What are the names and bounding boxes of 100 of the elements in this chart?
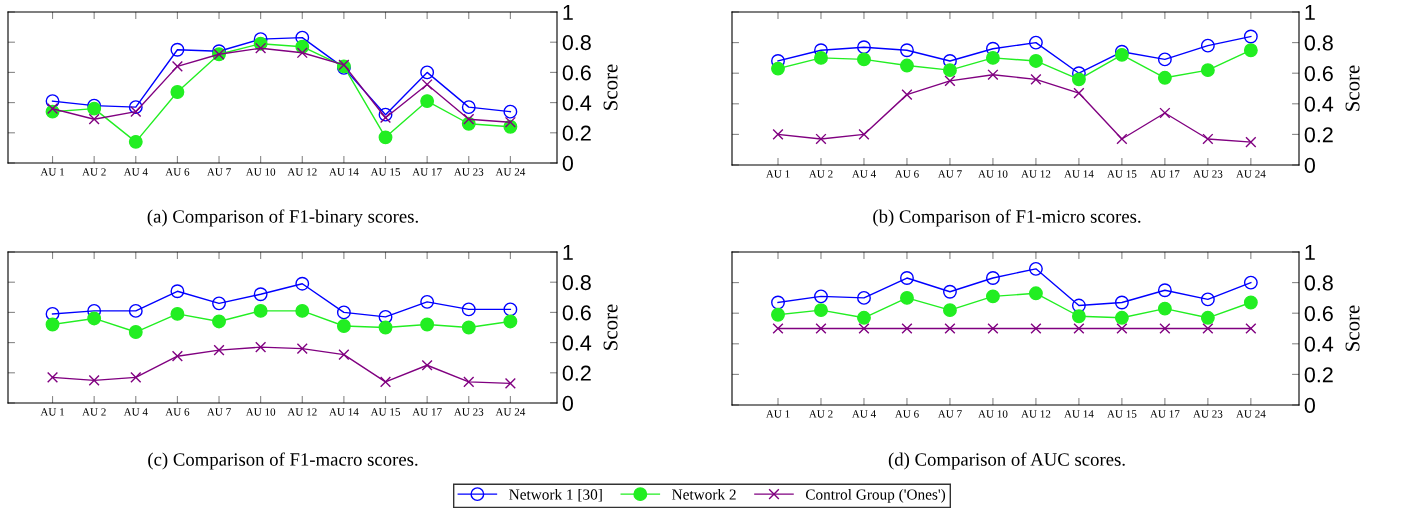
point (378, 107, 393, 122)
point (88, 113, 100, 125)
x-tick-label: AU 12 (1021, 170, 1051, 178)
point (1245, 322, 1257, 335)
point (420, 317, 435, 332)
point (900, 58, 914, 73)
legend-label: Network 2 (672, 488, 736, 500)
point (1243, 29, 1258, 44)
point (88, 374, 100, 386)
x-tick-label: AU 14 (329, 408, 359, 416)
point (420, 65, 435, 80)
x-tick-label: AU 10 (245, 168, 276, 176)
point (170, 306, 185, 321)
point (170, 42, 185, 57)
point (1028, 286, 1043, 301)
point (421, 78, 433, 91)
point (128, 325, 143, 339)
point (421, 359, 433, 371)
point (1116, 322, 1128, 335)
point (985, 50, 1000, 65)
point (985, 271, 1000, 285)
y-tick-label: 0.6 (1304, 305, 1333, 322)
point (1030, 322, 1042, 335)
text: (a) Comparison of F1-binary scores. (147, 209, 418, 227)
x-tick-label: AU 4 (851, 410, 876, 418)
x-tick-label: AU 24 (1235, 410, 1266, 418)
point (771, 61, 785, 76)
point (170, 284, 185, 299)
y-tick-label: 0 (1304, 397, 1315, 414)
x-tick-label: AU 24 (1235, 170, 1266, 178)
point (944, 322, 956, 335)
point (1028, 261, 1043, 276)
point (255, 341, 267, 353)
point (1200, 63, 1215, 78)
y-axis-title: Score (603, 64, 618, 110)
point (378, 130, 393, 145)
x-tick-label: AU 23 (1193, 170, 1223, 178)
x-tick-label: AU 6 (165, 168, 190, 176)
point (130, 371, 142, 383)
point (378, 309, 393, 324)
x-tick-label: AU 4 (851, 170, 876, 178)
x-tick-label: AU 17 (1150, 170, 1180, 178)
point (171, 60, 183, 72)
x-tick-label: AU 2 (82, 408, 106, 416)
point (295, 303, 310, 318)
y-tick-label: 0.6 (1304, 65, 1333, 82)
x-tick-label: AU 14 (329, 168, 359, 176)
x-tick-label: AU 14 (1064, 410, 1094, 418)
point (815, 322, 827, 335)
point (1116, 133, 1128, 145)
point (1073, 322, 1085, 335)
x-tick-label: AU 1 (40, 408, 65, 416)
point (504, 116, 516, 128)
x-tick-label: AU 7 (206, 408, 231, 416)
x-tick-label: AU 15 (1107, 410, 1137, 418)
x-tick-label: AU 1 (765, 410, 790, 418)
x-tick-label: AU 24 (495, 408, 526, 416)
y-tick-label: 1 (563, 4, 573, 20)
point (87, 311, 102, 326)
point (420, 94, 435, 109)
point (45, 94, 60, 109)
point (379, 376, 392, 388)
point (857, 40, 871, 55)
y-tick-label: 0.4 (562, 95, 592, 111)
x-tick-label: AU 23 (1193, 410, 1223, 418)
point (212, 296, 226, 311)
point (295, 276, 310, 291)
point (503, 104, 518, 119)
point (901, 322, 913, 335)
x-tick-label: AU 7 (206, 168, 231, 176)
y-tick-label: 0.8 (562, 34, 591, 51)
point (255, 42, 267, 54)
point (253, 303, 268, 318)
point (420, 294, 435, 309)
text: (c) Comparison of F1-macro scores. (148, 452, 418, 470)
point (1030, 73, 1042, 85)
x-tick-label: AU 14 (1064, 170, 1094, 178)
x-tick-label: AU 15 (370, 408, 401, 416)
y-tick-label: 0.8 (562, 274, 591, 291)
point (1159, 107, 1171, 119)
point (128, 134, 143, 149)
point (772, 128, 784, 140)
y-tick-label: 0.2 (1304, 367, 1333, 383)
point (944, 75, 956, 87)
point (985, 289, 1000, 304)
point (296, 343, 308, 355)
point (1202, 133, 1214, 145)
point (857, 310, 871, 325)
point (1114, 295, 1129, 310)
point (379, 112, 392, 124)
y-tick-label: 0.4 (1304, 336, 1334, 352)
x-tick-label: AU 10 (978, 410, 1008, 418)
point (46, 103, 59, 115)
x-tick-label: AU 2 (808, 410, 833, 418)
x-tick-label: AU 10 (245, 408, 276, 416)
point (900, 43, 914, 58)
point (1159, 322, 1171, 335)
point (336, 319, 351, 333)
point (1243, 295, 1258, 310)
point (1073, 87, 1085, 99)
